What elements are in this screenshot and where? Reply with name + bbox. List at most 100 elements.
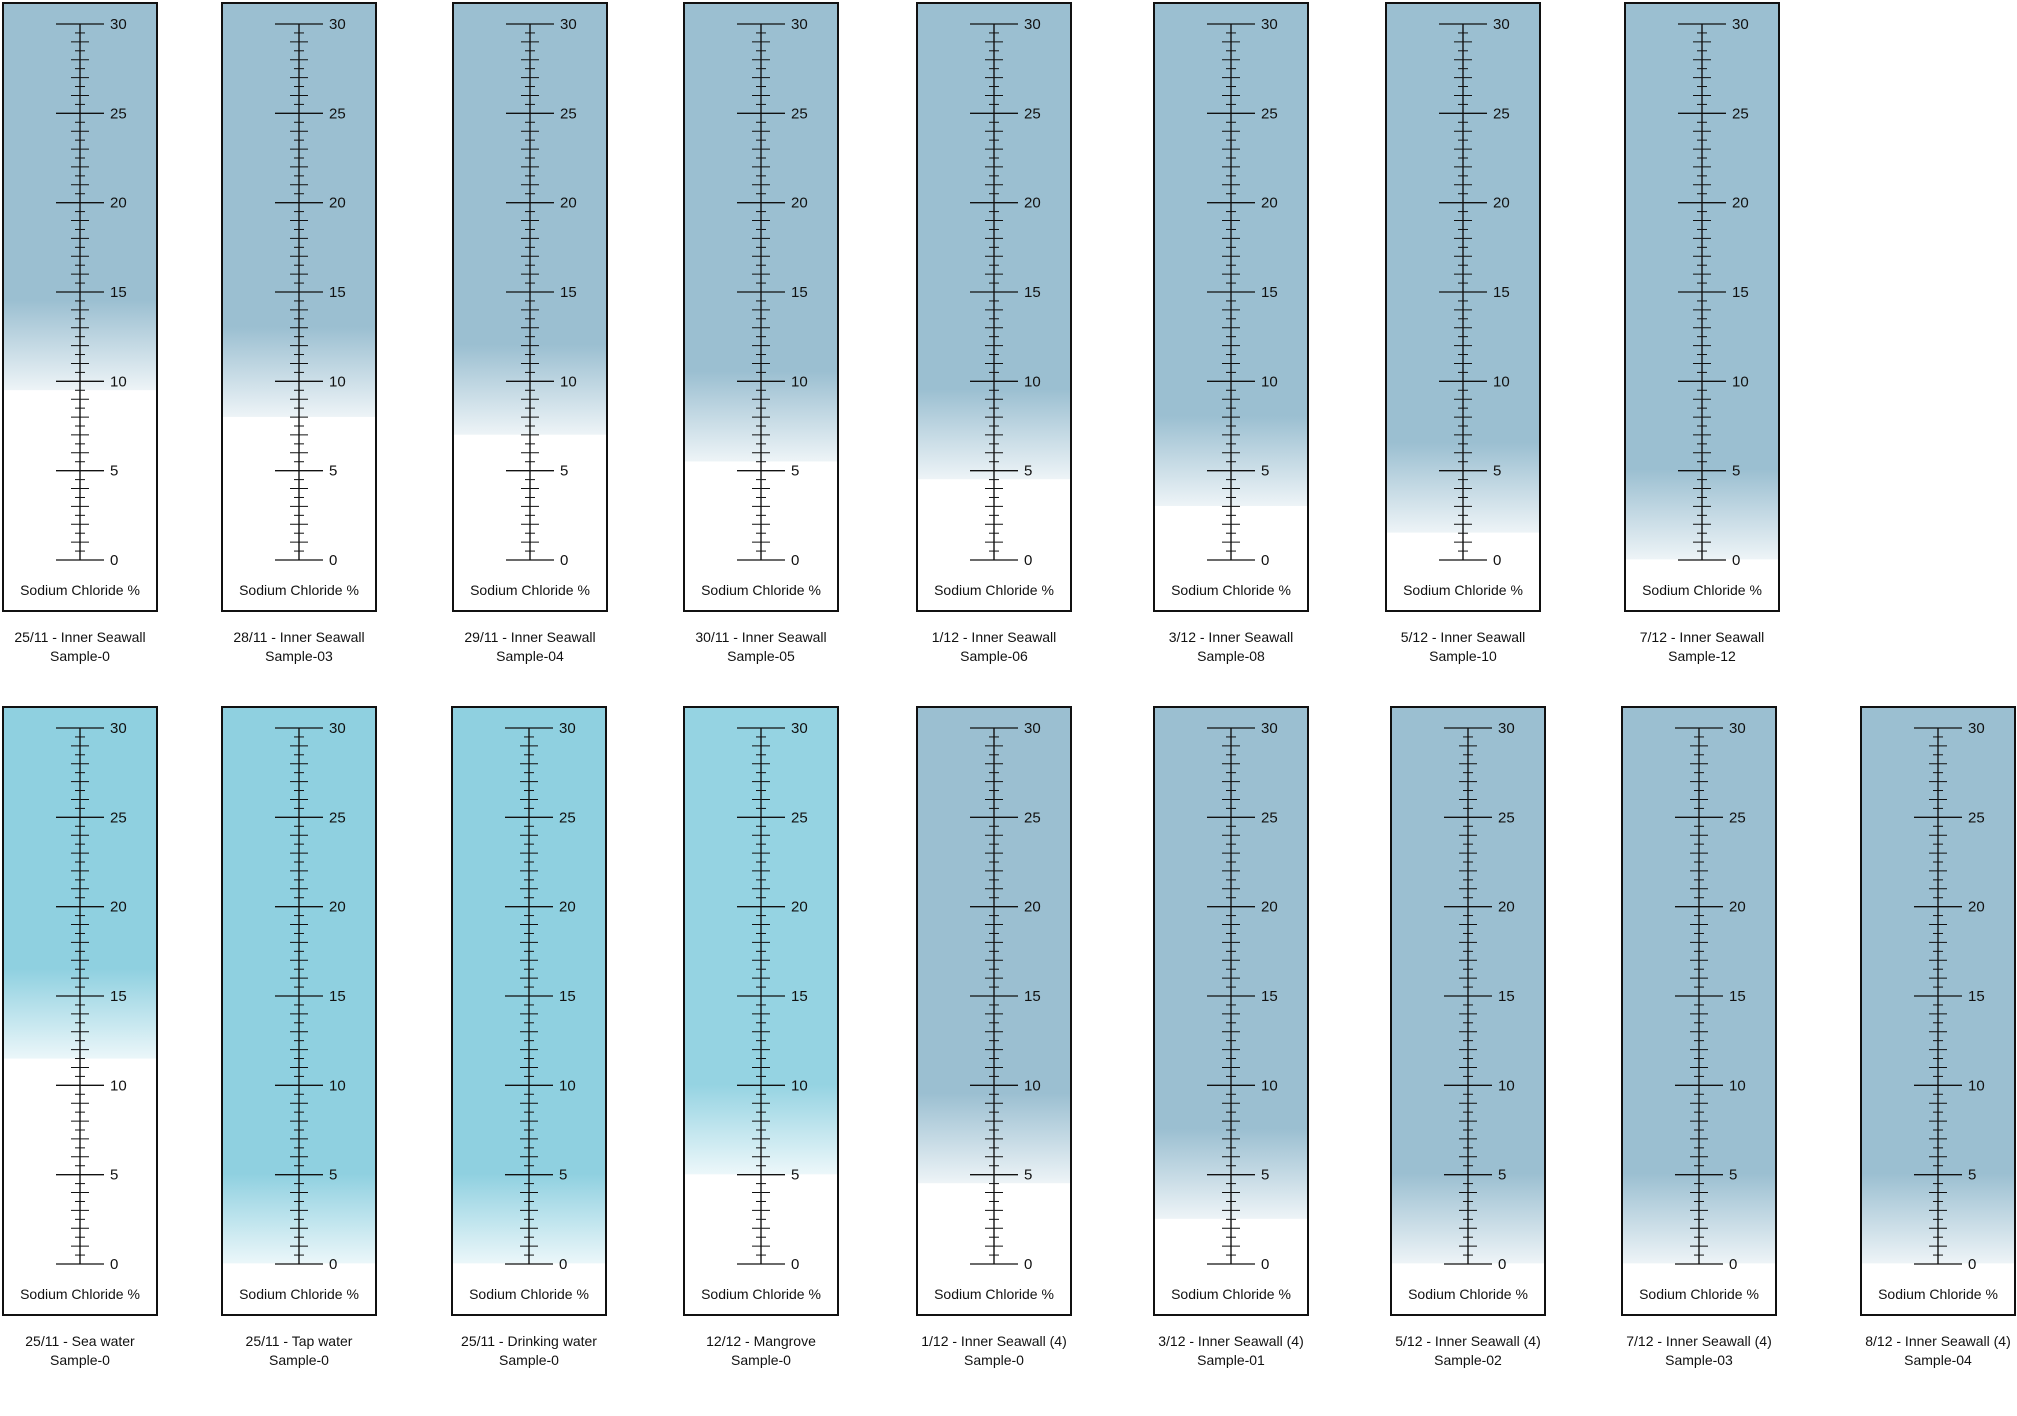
tick-label: 0 — [1261, 552, 1269, 569]
tick-label: 25 — [559, 809, 576, 826]
sample-caption: 25/11 - Tap water Sample-0 — [161, 1332, 437, 1370]
gauge-svg: 0 5 10 15 20 25 30 Sodium Chloride % — [683, 706, 839, 1316]
gauge: 0 5 10 15 20 25 30 Sodium Chloride % 25/11 - Sea… — [2, 706, 158, 1416]
tick-label: 5 — [1498, 1167, 1506, 1184]
gauge-frame — [451, 706, 607, 1316]
tick-label: 20 — [1498, 899, 1515, 916]
gauge-frame — [1153, 2, 1309, 612]
gauge-frame — [1153, 706, 1309, 1316]
tick-label: 10 — [559, 1077, 576, 1094]
gauge-svg: 0 5 10 15 20 25 30 Sodium Chloride % — [451, 706, 607, 1316]
tick-label: 10 — [1498, 1077, 1515, 1094]
sample-caption: 1/12 - Inner Seawall (4) Sample-0 — [856, 1332, 1132, 1370]
tick-label: 5 — [791, 1167, 799, 1184]
tick-label: 25 — [1498, 809, 1515, 826]
tick-label: 15 — [1024, 284, 1041, 301]
tick-label: 5 — [1261, 463, 1269, 480]
tick-label: 15 — [1732, 284, 1749, 301]
tick-label: 0 — [110, 1256, 118, 1273]
tick-label: 0 — [1261, 1256, 1269, 1273]
tick-label: 25 — [1024, 809, 1041, 826]
tick-label: 0 — [1024, 1256, 1032, 1273]
sample-caption: 1/12 - Inner Seawall Sample-06 — [856, 628, 1132, 666]
gauge: 0 5 10 15 20 25 30 Sodium Chloride % 1/12 - Inne… — [916, 706, 1072, 1416]
tick-label: 0 — [1729, 1256, 1737, 1273]
tick-label: 20 — [791, 899, 808, 916]
gauge-svg: 0 5 10 15 20 25 30 Sodium Chloride % — [221, 706, 377, 1316]
sample-caption: 7/12 - Inner Seawall Sample-12 — [1564, 628, 1840, 666]
tick-label: 5 — [1729, 1167, 1737, 1184]
sample-date-label: 28/11 - Inner Seawall — [233, 629, 365, 645]
unit-label: Sodium Chloride % — [934, 1286, 1054, 1302]
sample-caption: 28/11 - Inner Seawall Sample-03 — [161, 628, 437, 666]
sample-caption: 3/12 - Inner Seawall (4) Sample-01 — [1093, 1332, 1369, 1370]
tick-label: 10 — [1968, 1077, 1985, 1094]
unit-label: Sodium Chloride % — [1403, 582, 1523, 598]
gauge: 0 5 10 15 20 25 30 Sodium Chloride % 12/12 - Man… — [683, 706, 839, 1416]
tick-label: 5 — [1024, 463, 1032, 480]
tick-label: 30 — [791, 16, 808, 33]
tick-label: 20 — [329, 899, 346, 916]
sample-caption: 8/12 - Inner Seawall (4) Sample-04 — [1800, 1332, 2017, 1370]
tick-label: 20 — [559, 899, 576, 916]
sample-caption: 7/12 - Inner Seawall (4) Sample-03 — [1561, 1332, 1837, 1370]
gauge-frame — [1385, 2, 1541, 612]
tick-label: 15 — [1498, 988, 1515, 1005]
tick-label: 30 — [110, 16, 127, 33]
tick-label: 0 — [329, 552, 337, 569]
tick-label: 20 — [1261, 195, 1278, 212]
tick-label: 30 — [1261, 16, 1278, 33]
sample-caption: 25/11 - Sea water Sample-0 — [0, 1332, 218, 1370]
sample-date-label: 25/11 - Tap water — [245, 1333, 353, 1349]
gauge: 0 5 10 15 20 25 30 Sodium Chloride % 25/11 - Inn… — [2, 2, 158, 712]
tick-label: 5 — [1732, 463, 1740, 480]
sample-id-label: Sample-05 — [727, 648, 795, 664]
tick-label: 25 — [1261, 105, 1278, 122]
tick-label: 20 — [110, 195, 127, 212]
salinity-gauge-grid: 0 5 10 15 20 25 30 Sodium Chloride % 25/11 - Inn… — [2, 2, 2017, 1370]
sample-caption: 29/11 - Inner Seawall Sample-04 — [392, 628, 668, 666]
tick-label: 15 — [110, 284, 127, 301]
tick-label: 0 — [110, 552, 118, 569]
gauge-svg: 0 5 10 15 20 25 30 Sodium Chloride % — [916, 706, 1072, 1316]
sample-date-label: 25/11 - Sea water — [25, 1333, 135, 1349]
tick-label: 30 — [329, 16, 346, 33]
sample-date-label: 8/12 - Inner Seawall (4) — [1865, 1333, 2011, 1349]
gauge: 0 5 10 15 20 25 30 Sodium Chloride % 25/11 - Dri… — [451, 706, 607, 1416]
sample-date-label: 7/12 - Inner Seawall (4) — [1626, 1333, 1772, 1349]
sample-date-label: 5/12 - Inner Seawall — [1400, 629, 1526, 645]
unit-label: Sodium Chloride % — [1639, 1286, 1759, 1302]
sample-caption: 25/11 - Drinking water Sample-0 — [391, 1332, 667, 1370]
tick-label: 20 — [1261, 899, 1278, 916]
gauge-svg: 0 5 10 15 20 25 30 Sodium Chloride % — [1621, 706, 1777, 1316]
gauge-svg: 0 5 10 15 20 25 30 Sodium Chloride % — [683, 2, 839, 612]
sample-id-label: Sample-06 — [960, 648, 1028, 664]
tick-label: 10 — [329, 1077, 346, 1094]
tick-label: 20 — [1729, 899, 1746, 916]
sample-id-label: Sample-0 — [964, 1352, 1024, 1368]
gauge: 0 5 10 15 20 25 30 Sodium Chloride % 29/11 - Inn… — [452, 2, 608, 712]
tick-label: 25 — [110, 809, 127, 826]
sample-id-label: Sample-0 — [731, 1352, 791, 1368]
unit-label: Sodium Chloride % — [239, 1286, 359, 1302]
gauge-frame — [683, 706, 839, 1316]
unit-label: Sodium Chloride % — [934, 582, 1054, 598]
gauge: 0 5 10 15 20 25 30 Sodium Chloride % 3/12 - Inne… — [1153, 706, 1309, 1416]
sample-id-label: Sample-0 — [50, 648, 110, 664]
sample-id-label: Sample-03 — [265, 648, 333, 664]
sample-id-label: Sample-04 — [1904, 1352, 1972, 1368]
tick-label: 10 — [110, 1077, 127, 1094]
tick-label: 25 — [1732, 105, 1749, 122]
sample-caption: 5/12 - Inner Seawall (4) Sample-02 — [1330, 1332, 1606, 1370]
tick-label: 5 — [329, 1167, 337, 1184]
tick-label: 25 — [791, 809, 808, 826]
unit-label: Sodium Chloride % — [239, 582, 359, 598]
tick-label: 15 — [329, 284, 346, 301]
tick-label: 10 — [1024, 1077, 1041, 1094]
unit-label: Sodium Chloride % — [1642, 582, 1762, 598]
tick-label: 20 — [1493, 195, 1510, 212]
tick-label: 30 — [1261, 720, 1278, 737]
gauge-svg: 0 5 10 15 20 25 30 Sodium Chloride % — [1860, 706, 2016, 1316]
sample-date-label: 5/12 - Inner Seawall (4) — [1395, 1333, 1541, 1349]
gauge-svg: 0 5 10 15 20 25 30 Sodium Chloride % — [221, 2, 377, 612]
